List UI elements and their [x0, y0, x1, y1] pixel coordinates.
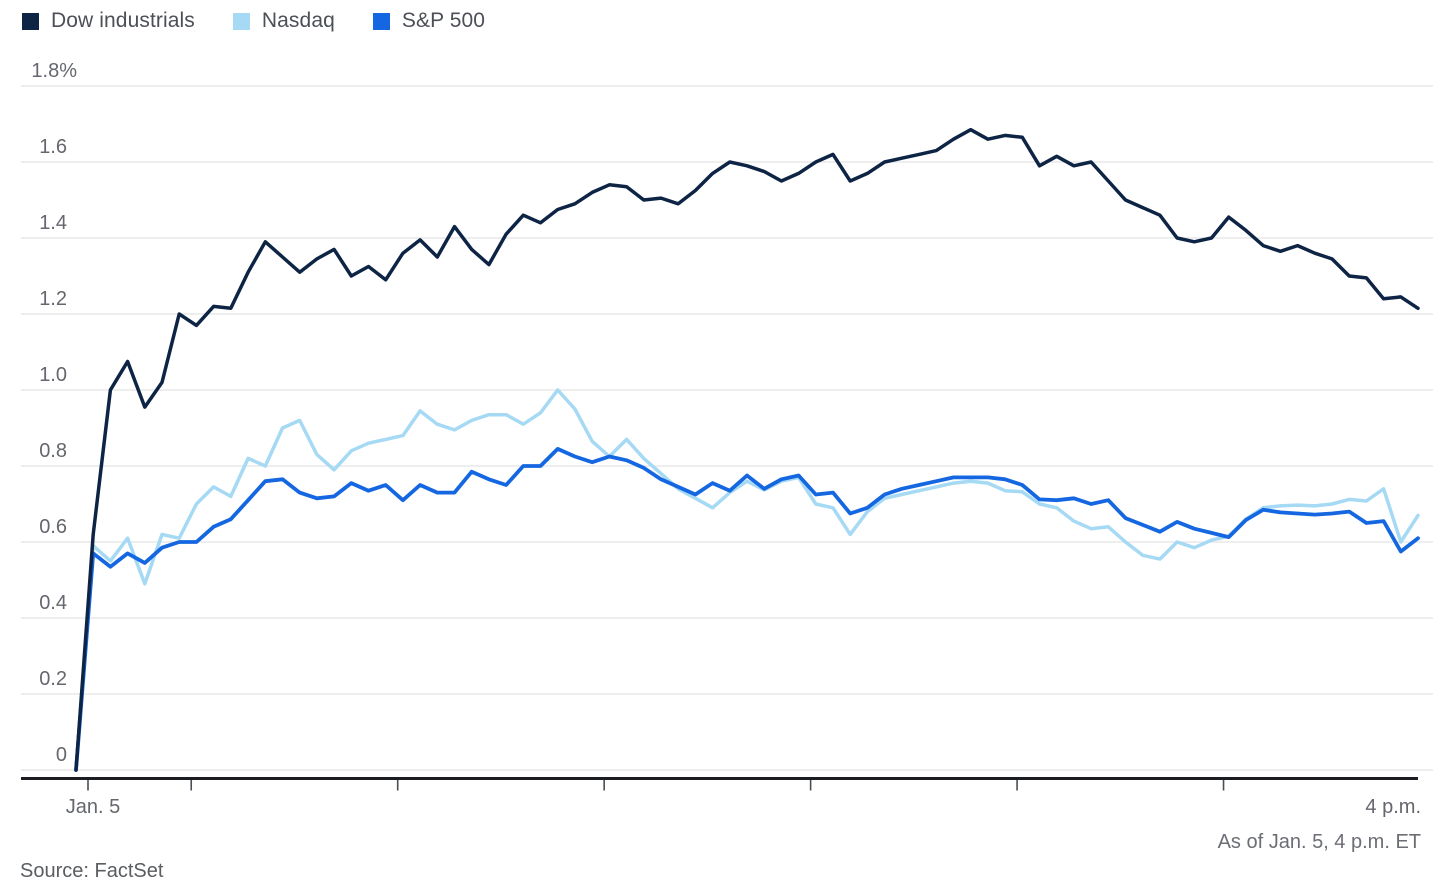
legend-label-nasdaq: Nasdaq	[261, 9, 335, 32]
y-tick-label: 1.8%	[31, 60, 77, 82]
as-of-timestamp: As of Jan. 5, 4 p.m. ET	[1218, 831, 1421, 853]
y-tick-label: 0.2	[39, 668, 67, 690]
y-tick-label: 0.4	[39, 592, 67, 614]
x-axis-end-label: 4 p.m.	[1365, 796, 1421, 818]
y-tick-label: 1.6	[39, 136, 67, 158]
series-line-s-p-500	[74, 446, 1420, 772]
source-attribution: Source: FactSet	[20, 860, 164, 882]
series-lines-group	[74, 127, 1420, 772]
y-tick-label: 1.4	[39, 212, 67, 234]
legend-label-dow: Dow industrials	[51, 9, 195, 32]
y-tick-label: 0	[56, 744, 67, 766]
legend-item-sp500: S&P 500	[372, 9, 486, 33]
legend-label-sp500: S&P 500	[401, 9, 486, 32]
y-tick-label: 1.0	[39, 364, 67, 386]
x-axis-start-label: Jan. 5	[66, 796, 120, 818]
legend-item-nasdaq: Nasdaq	[232, 9, 335, 33]
series-line-nasdaq	[74, 388, 1420, 772]
nasdaq-color-swatch-icon	[232, 12, 250, 30]
y-tick-label: 0.6	[39, 516, 67, 538]
y-tick-label: 1.2	[39, 288, 67, 310]
chart-legend: Dow industrials Nasdaq S&P 500	[22, 9, 485, 33]
series-line-dow-industrials	[74, 127, 1420, 772]
gridlines-group: 1.8% 1.6 1.4 1.2 1.0 0.8 0.6 0.4 0.2 0	[21, 60, 1433, 771]
axis-group	[21, 777, 1418, 791]
dow-color-swatch-icon	[22, 12, 39, 30]
y-tick-label: 0.8	[39, 440, 67, 462]
legend-item-dow: Dow industrials	[22, 9, 195, 33]
sp500-color-swatch-icon	[372, 12, 390, 30]
